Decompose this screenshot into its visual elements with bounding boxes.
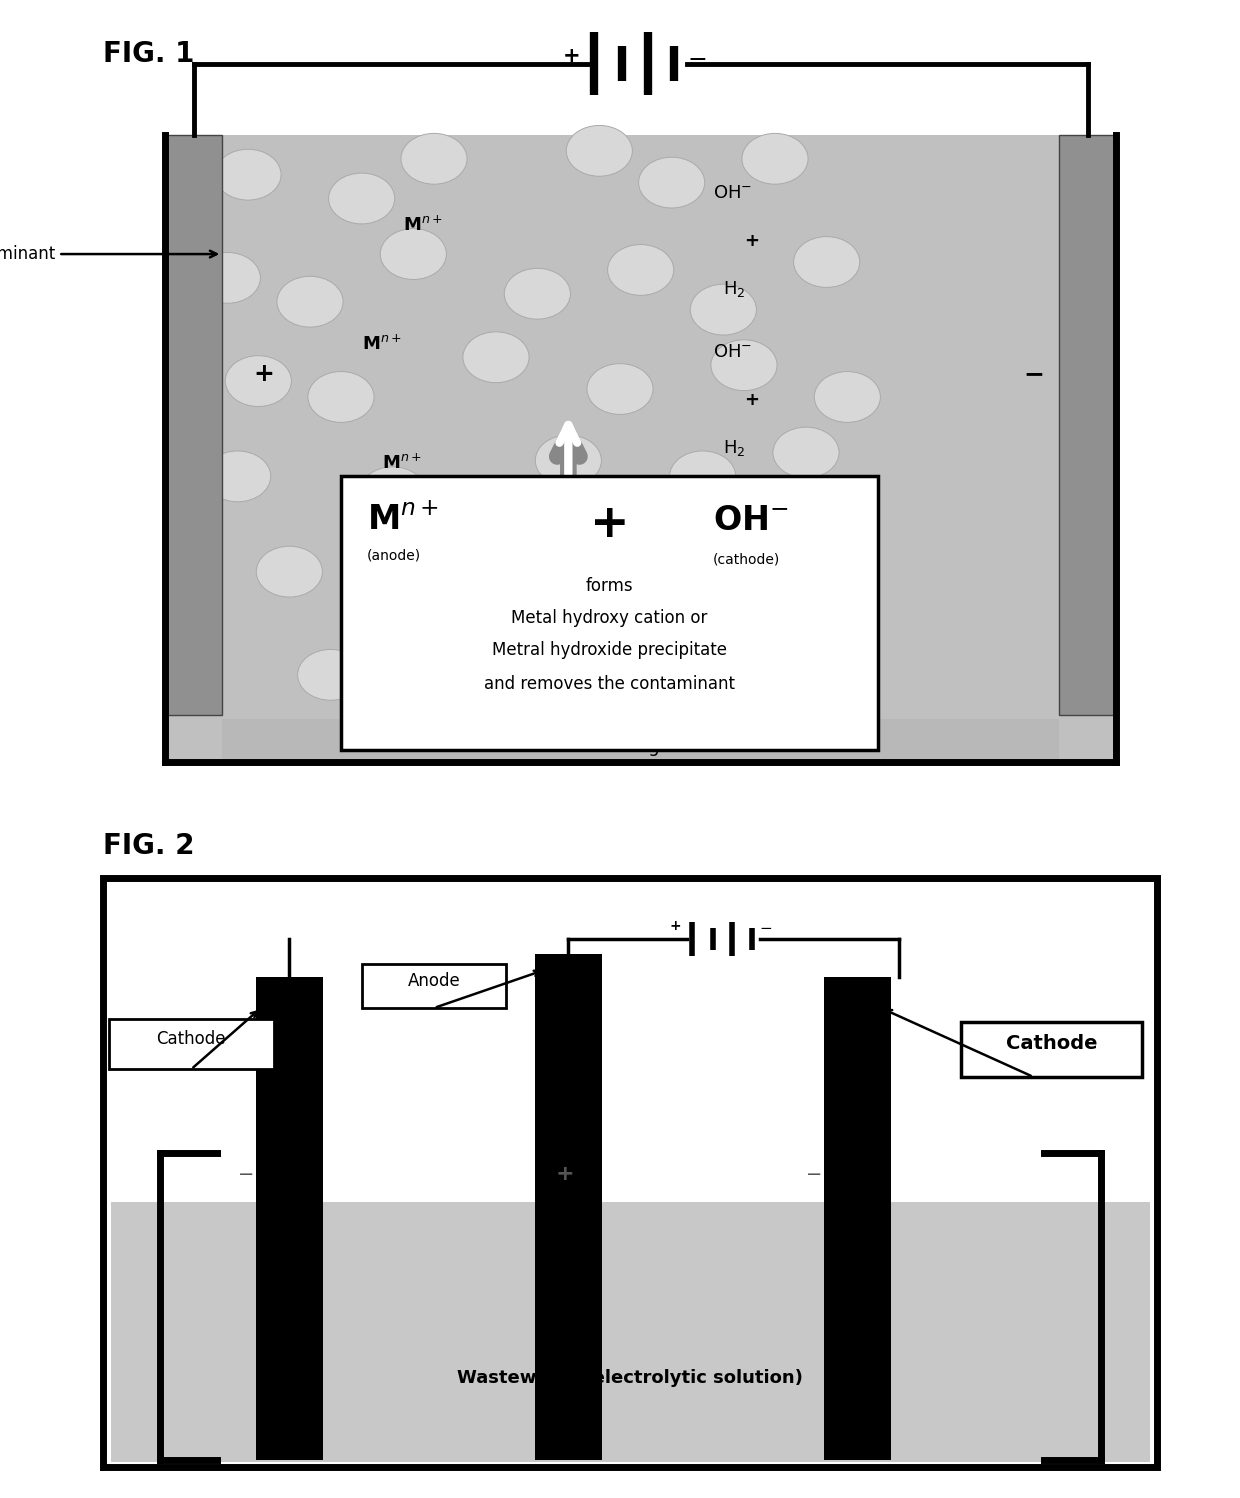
Text: +: + [556, 1164, 574, 1185]
Circle shape [205, 451, 270, 502]
Circle shape [742, 133, 808, 184]
Circle shape [505, 268, 570, 319]
Circle shape [277, 276, 343, 327]
Circle shape [298, 650, 363, 700]
Circle shape [639, 634, 704, 685]
Circle shape [773, 427, 839, 478]
Circle shape [670, 451, 735, 502]
Circle shape [567, 538, 632, 589]
Text: +: + [744, 391, 759, 409]
Circle shape [742, 650, 808, 700]
Text: Contaminant: Contaminant [0, 246, 217, 264]
Circle shape [639, 157, 704, 208]
Text: H$_2$: H$_2$ [723, 437, 745, 457]
Text: Wastewater (electrolytic solution): Wastewater (electrolytic solution) [458, 1369, 804, 1387]
Bar [165, 135, 222, 715]
Circle shape [587, 364, 653, 415]
Bar [165, 135, 1116, 762]
Bar [255, 977, 322, 1459]
Circle shape [360, 467, 425, 518]
FancyBboxPatch shape [341, 476, 878, 750]
Text: $\mathbf{M}^{n+}$: $\mathbf{M}^{n+}$ [382, 452, 422, 472]
Text: −: − [687, 48, 707, 72]
Text: −: − [238, 1165, 254, 1185]
Text: $\mathbf{M}^{n+}$: $\mathbf{M}^{n+}$ [362, 334, 402, 354]
Text: −: − [759, 921, 773, 936]
Circle shape [794, 237, 859, 288]
Bar [1059, 135, 1116, 715]
Text: and removes the contaminant: and removes the contaminant [484, 676, 735, 694]
Text: Metral hydroxide precipitate: Metral hydroxide precipitate [492, 641, 727, 659]
Circle shape [691, 562, 756, 613]
Text: +: + [744, 232, 759, 250]
Text: forms: forms [585, 578, 634, 596]
Circle shape [226, 355, 291, 406]
Circle shape [329, 174, 394, 223]
Circle shape [401, 133, 467, 184]
Circle shape [401, 571, 467, 620]
FancyBboxPatch shape [103, 878, 1157, 1468]
FancyBboxPatch shape [961, 1022, 1142, 1077]
Text: −: − [1023, 363, 1044, 386]
Text: OH$^{-}$: OH$^{-}$ [713, 184, 753, 202]
Circle shape [536, 434, 601, 485]
Circle shape [711, 340, 777, 391]
FancyBboxPatch shape [109, 1020, 274, 1070]
Text: +: + [563, 45, 580, 66]
Circle shape [381, 229, 446, 280]
Circle shape [215, 150, 281, 201]
FancyBboxPatch shape [362, 963, 506, 1008]
Text: FIG. 1: FIG. 1 [103, 40, 195, 67]
Text: −: − [806, 1165, 822, 1185]
Circle shape [691, 285, 756, 336]
Text: Sludge: Sludge [610, 739, 672, 756]
Text: OH$^{-}$: OH$^{-}$ [713, 343, 753, 361]
Text: Anode: Anode [408, 972, 460, 990]
Text: Cathode: Cathode [156, 1031, 226, 1049]
Text: H$_2$: H$_2$ [723, 279, 745, 298]
Circle shape [815, 372, 880, 422]
Text: OH$^{-}$: OH$^{-}$ [713, 503, 789, 536]
Circle shape [195, 253, 260, 303]
Circle shape [567, 126, 632, 177]
Bar [222, 719, 1059, 762]
Text: +: + [670, 918, 681, 933]
Text: $\mathbf{M}^{n+}$: $\mathbf{M}^{n+}$ [367, 503, 439, 536]
Text: $\mathbf{M}^{n+}$: $\mathbf{M}^{n+}$ [403, 214, 443, 234]
Bar [534, 954, 601, 1459]
Circle shape [308, 372, 374, 422]
Circle shape [257, 547, 322, 598]
Circle shape [794, 530, 859, 581]
Circle shape [608, 244, 673, 295]
Text: +: + [590, 502, 630, 547]
Text: Cathode: Cathode [1006, 1034, 1097, 1053]
Text: FIG. 2: FIG. 2 [103, 831, 195, 860]
Text: (cathode): (cathode) [713, 553, 780, 566]
Text: Metal hydroxy cation or: Metal hydroxy cation or [511, 610, 708, 628]
Circle shape [484, 658, 549, 709]
Bar [825, 977, 892, 1459]
Circle shape [463, 333, 529, 382]
Bar [110, 1201, 1149, 1462]
Text: +: + [253, 363, 274, 386]
Text: (anode): (anode) [367, 548, 420, 563]
